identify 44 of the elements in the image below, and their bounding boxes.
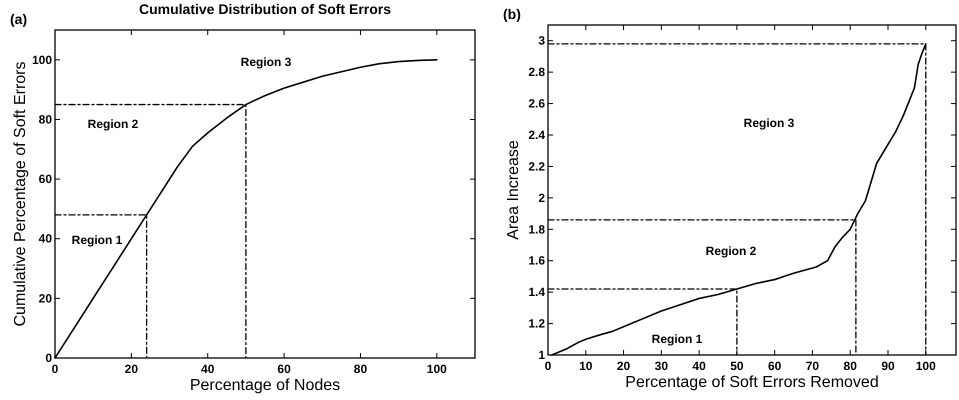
y-tick-label: 2.8 <box>528 65 546 80</box>
y-axis-title: Area Increase <box>505 140 522 240</box>
x-tick-label: 40 <box>692 359 706 373</box>
y-tick-label: 100 <box>32 52 52 67</box>
y-tick-label: 1.8 <box>528 222 546 236</box>
x-tick-label: 30 <box>654 359 668 373</box>
y-tick-label: 1 <box>538 348 546 362</box>
y-tick-label: 2.4 <box>528 128 546 142</box>
annotation: Region 2 <box>88 117 139 131</box>
annotation: Region 1 <box>652 332 703 346</box>
annotation: Region 1 <box>72 233 123 247</box>
y-tick-label: 1.6 <box>528 254 546 268</box>
x-tick-label: 20 <box>616 359 631 373</box>
x-tick-label: 10 <box>579 359 593 373</box>
annotation: Region 3 <box>744 116 795 130</box>
x-tick-label: 40 <box>201 362 215 376</box>
x-axis-title: Percentage of Nodes <box>190 377 340 394</box>
y-tick-label: 40 <box>38 232 52 246</box>
y-tick-label: 60 <box>38 172 52 186</box>
y-tick-label: 1.2 <box>528 316 546 331</box>
x-tick-label: 80 <box>354 362 368 376</box>
x-tick-label: 100 <box>916 359 936 373</box>
text: (a) <box>10 11 28 27</box>
y-tick-label: 2 <box>538 190 546 205</box>
y-tick-label: 3 <box>538 34 546 48</box>
y-tick-label: 2.2 <box>528 159 546 174</box>
x-tick-label: 90 <box>881 359 895 373</box>
x-tick-label: 60 <box>277 362 292 376</box>
x-tick-label: 100 <box>426 362 448 376</box>
y-tick-label: 2.6 <box>528 96 546 111</box>
annotation: Region 2 <box>706 244 757 258</box>
y-axis-title: Cumulative Percentage of Soft Errors <box>12 61 29 327</box>
y-tick-label: 1.4 <box>528 285 546 300</box>
x-tick-label: 20 <box>124 362 138 376</box>
text: (b) <box>503 6 521 22</box>
x-axis-title: Percentage of Soft Errors Removed <box>625 374 879 391</box>
x-tick-label: 80 <box>844 359 858 373</box>
x-tick-label: 70 <box>806 359 820 373</box>
chart-title: Cumulative Distribution of Soft Errors <box>138 1 392 17</box>
x-tick-label: 60 <box>768 359 782 373</box>
annotation: Region 3 <box>240 55 292 69</box>
y-tick-label: 80 <box>38 112 52 126</box>
x-tick-label: 50 <box>730 359 744 373</box>
y-tick-label: 20 <box>38 291 52 306</box>
